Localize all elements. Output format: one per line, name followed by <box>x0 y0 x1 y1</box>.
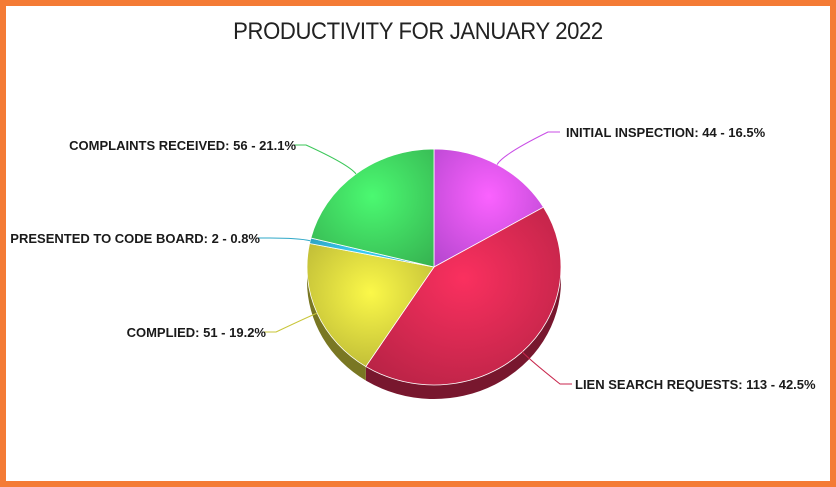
slice-label-presented-to-code-board: PRESENTED TO CODE BOARD: 2 - 0.8% <box>10 231 260 246</box>
slice-label-lien-search-requests: LIEN SEARCH REQUESTS: 113 - 42.5% <box>575 377 816 392</box>
leader-line-initial-inspection <box>496 131 560 165</box>
slice-label-complaints-received: COMPLAINTS RECEIVED: 56 - 21.1% <box>69 138 296 153</box>
pie-slice-complied[interactable] <box>306 243 435 368</box>
chart-title: PRODUCTIVITY FOR JANUARY 2022 <box>233 18 603 45</box>
pie-slice-initial-inspection[interactable] <box>433 148 545 268</box>
leader-line-complied <box>264 312 318 333</box>
pie-side-lien-search-requests <box>365 267 561 399</box>
leader-line-complaints-received <box>294 144 357 175</box>
pie-side-complied <box>307 267 366 381</box>
leader-line-presented-to-code-board <box>258 237 311 242</box>
slice-label-initial-inspection: INITIAL INSPECTION: 44 - 16.5% <box>566 125 766 140</box>
slice-label-complied: COMPLIED: 51 - 19.2% <box>127 325 267 340</box>
leader-line-lien-search-requests <box>521 351 572 385</box>
pie-slice-lien-search-requests[interactable] <box>365 206 562 386</box>
